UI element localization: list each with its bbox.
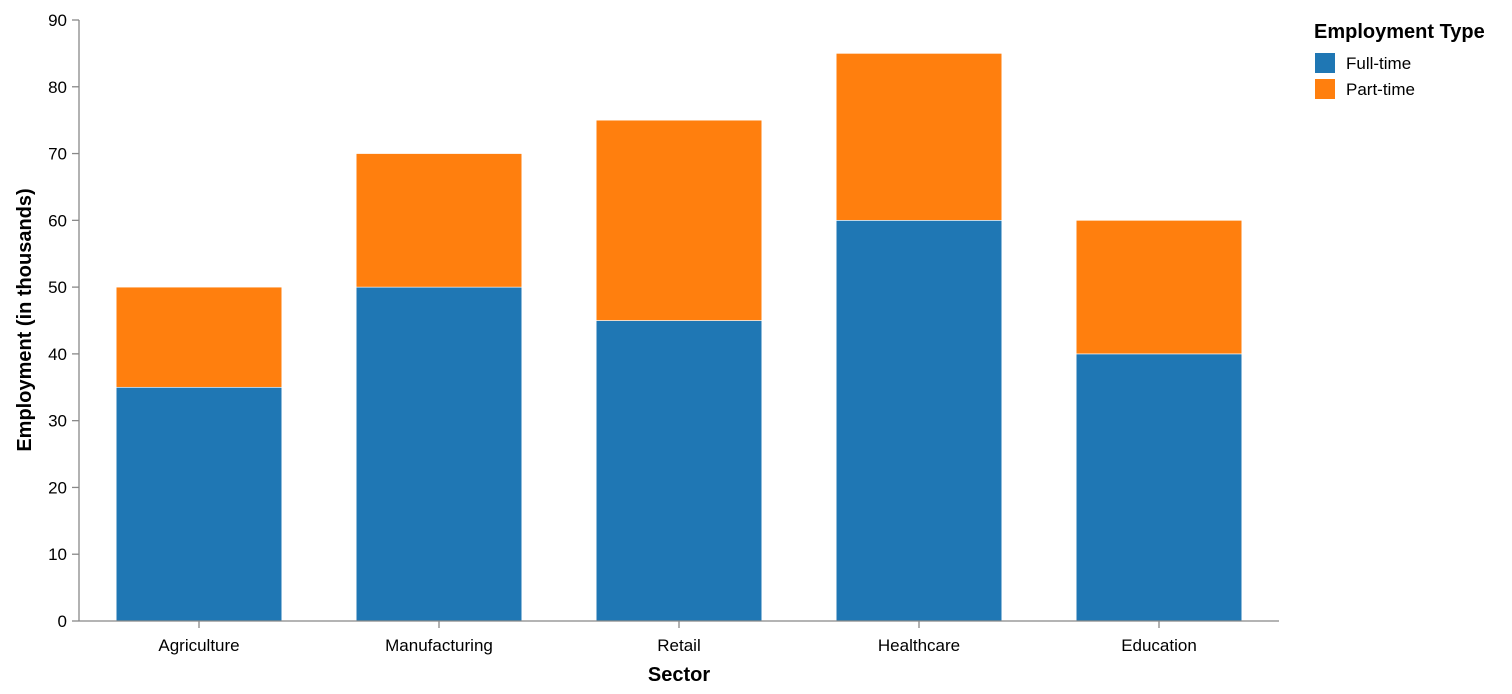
y-tick-label: 0 xyxy=(58,612,67,631)
y-axis: 0 10 20 30 40 50 60 70 80 90 xyxy=(48,11,80,631)
bar-education-full-time xyxy=(1075,353,1243,622)
x-tick-label: Manufacturing xyxy=(385,636,493,655)
y-tick-label: 20 xyxy=(48,478,67,497)
x-axis: Agriculture Manufacturing Retail Healthcare… xyxy=(79,620,1279,655)
legend-swatch-full-time xyxy=(1315,53,1335,73)
bar-manufacturing-part-time xyxy=(355,153,523,288)
x-tick-label: Education xyxy=(1121,636,1197,655)
bar-manufacturing-full-time xyxy=(355,286,523,622)
y-tick-label: 70 xyxy=(48,145,67,164)
bar-healthcare-full-time xyxy=(835,220,1003,622)
x-tick-label: Agriculture xyxy=(158,636,239,655)
y-tick-label: 10 xyxy=(48,545,67,564)
y-tick-label: 60 xyxy=(48,211,67,230)
y-tick-label: 90 xyxy=(48,11,67,30)
legend-label-full-time: Full-time xyxy=(1346,54,1411,73)
bar-agriculture-part-time xyxy=(115,286,283,388)
legend-label-part-time: Part-time xyxy=(1346,80,1415,99)
y-tick-label: 40 xyxy=(48,345,67,364)
y-tick-label: 30 xyxy=(48,412,67,431)
bar-retail-full-time xyxy=(595,320,763,622)
legend: Employment Type Full-time Part-time xyxy=(1314,21,1485,99)
legend-swatch-part-time xyxy=(1315,79,1335,99)
bar-healthcare-part-time xyxy=(835,53,1003,221)
bar-education-part-time xyxy=(1075,220,1243,355)
x-tick-label: Healthcare xyxy=(878,636,960,655)
bar-agriculture-full-time xyxy=(115,386,283,622)
y-tick-label: 50 xyxy=(48,278,67,297)
bar-retail-part-time xyxy=(595,119,763,321)
bars-layer xyxy=(115,53,1243,622)
y-tick-label: 80 xyxy=(48,78,67,97)
y-axis-title: Employment (in thousands) xyxy=(14,188,36,451)
x-tick-label: Retail xyxy=(657,636,700,655)
legend-title: Employment Type xyxy=(1314,21,1485,43)
x-axis-title: Sector xyxy=(648,664,710,686)
